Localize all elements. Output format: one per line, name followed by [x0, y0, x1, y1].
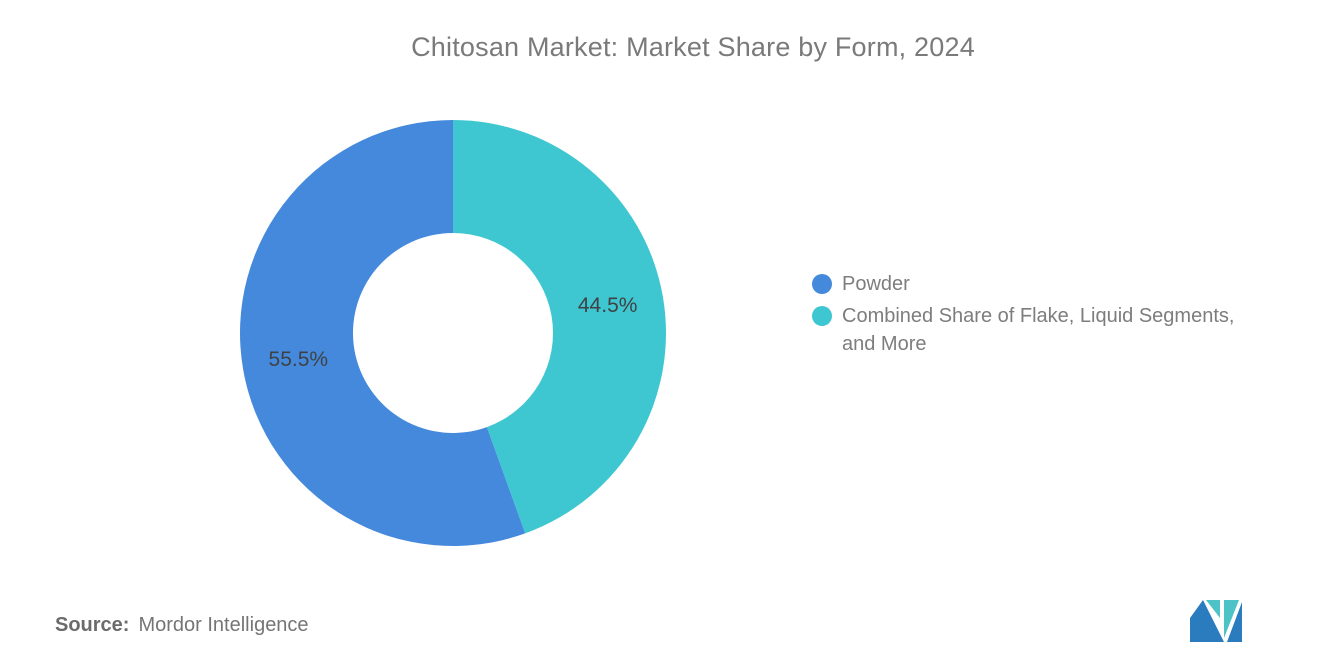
logo-middle-triangle: [1206, 600, 1220, 618]
chart-title: Chitosan Market: Market Share by Form, 2…: [411, 32, 975, 62]
source-label: Source:: [55, 614, 130, 636]
legend-item-powder[interactable]: Powder: [812, 270, 1292, 298]
source-line: Source: Mordor Intelligence: [55, 612, 309, 638]
chart-legend: Powder Combined Share of Flake, Liquid Se…: [812, 270, 1292, 358]
slice-label-powder: 55.5%: [268, 347, 329, 371]
legend-swatch-icon: [812, 306, 832, 326]
donut-chart: 44.5% 55.5%: [238, 118, 668, 548]
legend-swatch-icon: [812, 274, 832, 294]
logo-right-teal: [1224, 600, 1239, 638]
source-value: Mordor Intelligence: [138, 614, 309, 636]
donut-segment-powder[interactable]: [239, 120, 526, 546]
legend-label: Combined Share of Flake, Liquid Segments…: [842, 305, 1235, 355]
logo-right-blue: [1227, 602, 1242, 642]
mordor-intelligence-logo: [1190, 600, 1242, 642]
legend-label: Powder: [842, 273, 910, 295]
logo-left-stroke: [1190, 600, 1224, 642]
slice-label-combined: 44.5%: [577, 294, 638, 317]
legend-item-combined[interactable]: Combined Share of Flake, Liquid Segments…: [812, 302, 1292, 358]
donut-segment-combined[interactable]: [453, 120, 666, 534]
donut-svg: [239, 120, 666, 546]
